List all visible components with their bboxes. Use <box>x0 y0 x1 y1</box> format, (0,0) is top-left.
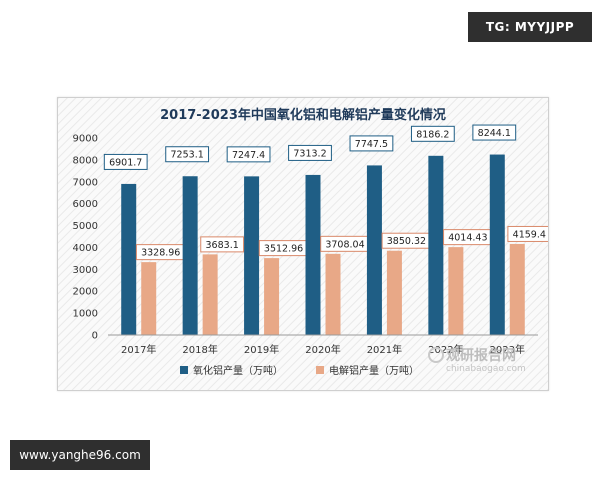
bar-series1 <box>305 174 321 335</box>
y-tick-label: 5000 <box>73 221 98 232</box>
chart-title: 2017-2023年中国氧化铝和电解铝产量变化情况 <box>160 107 446 123</box>
data-label-box <box>288 144 332 161</box>
bar-series2 <box>264 258 280 335</box>
y-tick-label: 8000 <box>73 155 98 166</box>
data-label: 7253.1 <box>171 150 204 161</box>
y-tick-label: 6000 <box>73 199 98 210</box>
bar-series1 <box>428 155 444 335</box>
data-label: 4014.43 <box>448 233 487 244</box>
watermark-logo-icon <box>428 347 444 363</box>
bar-chart: 2017-2023年中国氧化铝和电解铝产量变化情况 0 1000 2000 3000 4… <box>58 98 552 390</box>
y-axis: 0 1000 2000 3000 4000 5000 6000 7000 8000 9000 <box>73 134 98 342</box>
bar-series1 <box>182 176 198 335</box>
y-tick-label: 4000 <box>73 243 98 254</box>
x-tick-label: 2023年 <box>490 343 525 356</box>
bar-series2 <box>325 253 341 335</box>
x-tick-label: 2020年 <box>305 343 340 356</box>
y-tick-label: 1000 <box>73 309 98 320</box>
data-label: 7247.4 <box>232 150 265 161</box>
data-label: 3708.04 <box>325 239 364 250</box>
data-label-box <box>200 236 245 253</box>
data-label: 3683.1 <box>206 240 239 251</box>
x-tick-label: 2018年 <box>182 343 217 356</box>
bar-series2 <box>202 254 218 335</box>
bar-series2 <box>141 262 157 335</box>
data-label-box <box>472 124 517 141</box>
bar-series2 <box>386 250 402 335</box>
top-watermark-tag: TG: MYYJJPP <box>468 12 592 42</box>
x-tick-label: 2021年 <box>367 343 402 356</box>
data-label-box <box>103 153 148 170</box>
bar-series1 <box>244 176 260 335</box>
legend-swatch <box>180 366 188 374</box>
data-label-box <box>349 135 394 152</box>
data-label-box <box>410 125 455 142</box>
legend-label: 氧化铝产量（万吨） <box>193 364 283 377</box>
data-label: 7313.2 <box>293 148 326 159</box>
data-label: 4159.4 <box>513 229 546 240</box>
data-label: 3850.32 <box>387 236 426 247</box>
data-label: 8186.2 <box>416 129 449 140</box>
watermark-en: chinabaogao.com <box>446 364 526 374</box>
y-tick-label: 0 <box>92 331 98 342</box>
legend: 氧化铝产量（万吨） 电解铝产量（万吨） <box>180 364 419 377</box>
data-label-box <box>226 146 271 163</box>
y-tick-label: 3000 <box>73 265 98 276</box>
bar-series2 <box>448 247 464 335</box>
bottom-watermark-tag: www.yanghe96.com <box>10 440 150 470</box>
data-label: 8244.1 <box>478 128 511 139</box>
bar-series1 <box>121 183 137 335</box>
bar-series1 <box>489 154 505 335</box>
chart-container: 2017-2023年中国氧化铝和电解铝产量变化情况 0 1000 2000 3000 4… <box>57 97 552 391</box>
data-label: 3512.96 <box>264 244 303 255</box>
bar-series2 <box>509 243 525 335</box>
y-tick-label: 9000 <box>73 134 98 145</box>
x-tick-label: 2019年 <box>244 343 279 356</box>
y-tick-label: 7000 <box>73 177 98 188</box>
data-label: 3328.96 <box>141 248 180 259</box>
bar-series1 <box>366 165 382 335</box>
data-label: 6901.7 <box>109 157 142 168</box>
x-axis: 2017年 2018年 2019年 2020年 2021年 2022年 2023年 <box>108 334 538 356</box>
watermark-cn: 观研报告网 <box>446 348 516 364</box>
legend-swatch <box>316 366 324 374</box>
legend-label: 电解铝产量（万吨） <box>329 364 419 377</box>
bars-group: 6901.7 3328.96 7253.1 3683.1 7247.4 3512.96 73… <box>103 124 552 335</box>
data-label-box <box>165 146 210 163</box>
y-tick-label: 2000 <box>73 287 98 298</box>
x-tick-label: 2017年 <box>121 343 156 356</box>
data-label: 7747.5 <box>355 139 388 150</box>
